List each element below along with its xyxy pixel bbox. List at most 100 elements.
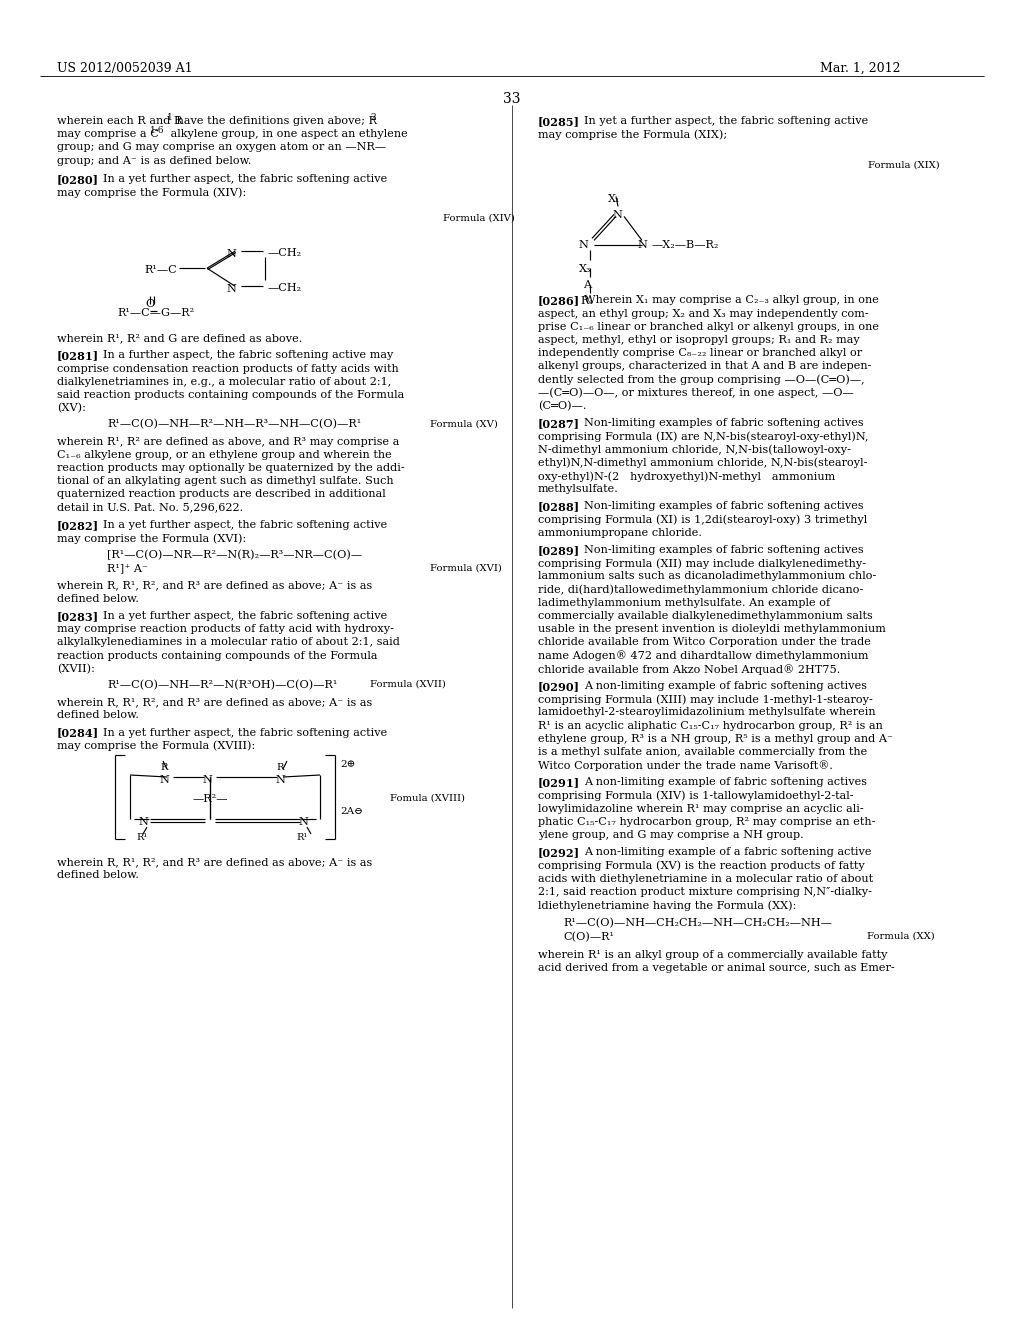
Text: comprising Formula (XV) is the reaction products of fatty: comprising Formula (XV) is the reaction … [538,861,864,871]
Text: C(O)—R¹: C(O)—R¹ [563,932,614,942]
Text: comprise condensation reaction products of fatty acids with: comprise condensation reaction products … [57,363,398,374]
Text: —R²—: —R²— [193,795,227,804]
Text: R¹ is an acyclic aliphatic C₁₅-C₁₇ hydrocarbon group, R² is an: R¹ is an acyclic aliphatic C₁₅-C₁₇ hydro… [538,721,883,730]
Text: In a further aspect, the fabric softening active may: In a further aspect, the fabric softenin… [103,350,393,360]
Text: alkylene group, in one aspect an ethylene: alkylene group, in one aspect an ethylen… [167,129,408,139]
Text: dently selected from the group comprising —O—(C═O)—,: dently selected from the group comprisin… [538,375,864,385]
Text: lowylimidazoline wherein R¹ may comprise an acyclic ali-: lowylimidazoline wherein R¹ may comprise… [538,804,863,814]
Text: dialkylenetriamines in, e.g., a molecular ratio of about 2:1,: dialkylenetriamines in, e.g., a molecula… [57,376,391,387]
Text: chloride available from Akzo Nobel Arquad® 2HT75.: chloride available from Akzo Nobel Arqua… [538,664,841,675]
Text: wherein R, R¹, R², and R³ are defined as above; A⁻ is as: wherein R, R¹, R², and R³ are defined as… [57,697,373,708]
Text: N: N [579,240,588,251]
Text: usable in the present invention is dioleyldi methylammonium: usable in the present invention is diole… [538,624,886,634]
Text: lammonium salts such as dicanoladimethylammonium chlo-: lammonium salts such as dicanoladimethyl… [538,572,877,581]
Text: [0287]: [0287] [538,418,580,429]
Text: [0288]: [0288] [538,502,581,512]
Text: In a yet further aspect, the fabric softening active: In a yet further aspect, the fabric soft… [103,174,387,183]
Text: methylsulfate.: methylsulfate. [538,484,618,494]
Text: Mar. 1, 2012: Mar. 1, 2012 [820,62,900,75]
Text: Fomula (XVIII): Fomula (XVIII) [390,795,465,803]
Text: R: R [161,763,168,772]
Text: comprising Formula (XIII) may include 1-methyl-1-stearoy-: comprising Formula (XIII) may include 1-… [538,694,872,705]
Text: X₁: X₁ [608,194,621,205]
Text: 1-6: 1-6 [150,127,165,135]
Text: A non-limiting example of fabric softening actives: A non-limiting example of fabric softeni… [584,681,867,690]
Text: 2:1, said reaction product mixture comprising N,N″-dialky-: 2:1, said reaction product mixture compr… [538,887,871,898]
Text: [0291]: [0291] [538,777,581,788]
Text: may comprise the Formula (XIX);: may comprise the Formula (XIX); [538,129,727,140]
Text: comprising Formula (IX) are N,N-bis(stearoyl-oxy-ethyl)N,: comprising Formula (IX) are N,N-bis(stea… [538,432,868,442]
Text: defined below.: defined below. [57,594,139,603]
Text: N: N [298,817,308,828]
Text: wherein R¹ is an alkyl group of a commercially available fatty: wherein R¹ is an alkyl group of a commer… [538,950,888,960]
Text: comprising Formula (XII) may include dialkylenedimethy-: comprising Formula (XII) may include dia… [538,558,866,569]
Text: [0280]: [0280] [57,174,99,185]
Text: [0286]: [0286] [538,296,581,306]
Text: ldiethylenetriamine having the Formula (XX):: ldiethylenetriamine having the Formula (… [538,900,797,911]
Text: reaction products may optionally be quaternized by the addi-: reaction products may optionally be quat… [57,463,404,473]
Text: Non-limiting examples of fabric softening actives: Non-limiting examples of fabric softenin… [584,502,863,511]
Text: group; and A⁻ is as defined below.: group; and A⁻ is as defined below. [57,156,251,165]
Text: 2⊕: 2⊕ [340,760,355,770]
Text: Formula (XVI): Formula (XVI) [430,564,502,573]
Text: N: N [159,775,169,785]
Text: wherein each R and R: wherein each R and R [57,116,182,125]
Text: defined below.: defined below. [57,870,139,880]
Text: US 2012/0052039 A1: US 2012/0052039 A1 [57,62,193,75]
Text: N: N [637,240,647,251]
Text: R¹: R¹ [136,833,147,842]
Text: [0283]: [0283] [57,611,99,622]
Text: chloride available from Witco Corporation under the trade: chloride available from Witco Corporatio… [538,638,870,647]
Text: wherein R, R¹, R², and R³ are defined as above; A⁻ is as: wherein R, R¹, R², and R³ are defined as… [57,857,373,867]
Text: Formula (XIX): Formula (XIX) [868,161,940,169]
Text: —X₂—B—R₂: —X₂—B—R₂ [651,240,719,251]
Text: O: O [145,300,155,309]
Text: 33: 33 [503,92,521,106]
Text: (XVII):: (XVII): [57,664,95,675]
Text: In a yet further aspect, the fabric softening active: In a yet further aspect, the fabric soft… [103,727,387,738]
Text: N: N [226,249,236,259]
Text: [R¹—C(O)—NR—R²—N(R)₂—R³—NR—C(O)—: [R¹—C(O)—NR—R²—N(R)₂—R³—NR—C(O)— [106,550,362,561]
Text: X₃: X₃ [579,264,591,275]
Text: wherein R¹, R² are defined as above, and R³ may comprise a: wherein R¹, R² are defined as above, and… [57,437,399,446]
Text: commercially available dialkylenedimethylammonium salts: commercially available dialkylenedimethy… [538,611,872,620]
Text: wherein R, R¹, R², and R³ are defined as above; A⁻ is as: wherein R, R¹, R², and R³ are defined as… [57,581,373,590]
Text: N: N [138,817,147,828]
Text: reaction products containing compounds of the Formula: reaction products containing compounds o… [57,651,378,660]
Text: ethyl)N,N-dimethyl ammonium chloride, N,N-bis(stearoyl-: ethyl)N,N-dimethyl ammonium chloride, N,… [538,458,867,469]
Text: A non-limiting example of fabric softening actives: A non-limiting example of fabric softeni… [584,777,867,788]
Text: R¹—C(O)—NH—R²—NH—R³—NH—C(O)—R¹: R¹—C(O)—NH—R²—NH—R³—NH—C(O)—R¹ [106,420,361,430]
Text: R¹—C(O)—NH—R²—N(R³OH)—C(O)—R¹: R¹—C(O)—NH—R²—N(R³OH)—C(O)—R¹ [106,680,337,690]
Text: comprising Formula (XI) is 1,2di(stearoyl-oxy) 3 trimethyl: comprising Formula (XI) is 1,2di(stearoy… [538,515,867,525]
Text: ylene group, and G may comprise a NH group.: ylene group, and G may comprise a NH gro… [538,830,804,841]
Text: R: R [276,763,284,772]
Text: ride, di(hard)tallowedimethylammonium chloride dicano-: ride, di(hard)tallowedimethylammonium ch… [538,585,863,595]
Text: Wherein X₁ may comprise a C₂₋₃ alkyl group, in one: Wherein X₁ may comprise a C₂₋₃ alkyl gro… [584,296,879,305]
Text: In yet a further aspect, the fabric softening active: In yet a further aspect, the fabric soft… [584,116,868,125]
Text: wherein R¹, R² and G are defined as above.: wherein R¹, R² and G are defined as abov… [57,333,302,343]
Text: lamidoethyl-2-stearoylimidazolinium methylsulfate wherein: lamidoethyl-2-stearoylimidazolinium meth… [538,708,876,717]
Text: N: N [612,210,622,220]
Text: —CH₂: —CH₂ [267,284,301,293]
Text: acids with diethylenetriamine in a molecular ratio of about: acids with diethylenetriamine in a molec… [538,874,873,884]
Text: Non-limiting examples of fabric softening actives: Non-limiting examples of fabric softenin… [584,418,863,428]
Text: said reaction products containing compounds of the Formula: said reaction products containing compou… [57,389,404,400]
Text: —(C═O)—O—, or mixtures thereof, in one aspect, —O—: —(C═O)—O—, or mixtures thereof, in one a… [538,388,854,399]
Text: (C═O)—.: (C═O)—. [538,401,587,412]
Text: Non-limiting examples of fabric softening actives: Non-limiting examples of fabric softenin… [584,545,863,554]
Text: (XV):: (XV): [57,403,86,413]
Text: ethylene group, R³ is a NH group, R⁵ is a methyl group and A⁻: ethylene group, R³ is a NH group, R⁵ is … [538,734,893,743]
Text: comprising Formula (XIV) is 1-tallowylamidoethyl-2-tal-: comprising Formula (XIV) is 1-tallowylam… [538,791,853,801]
Text: In a yet further aspect, the fabric softening active: In a yet further aspect, the fabric soft… [103,520,387,529]
Text: Formula (XIV): Formula (XIV) [443,214,515,222]
Text: aspect, methyl, ethyl or isopropyl groups; R₁ and R₂ may: aspect, methyl, ethyl or isopropyl group… [538,335,860,345]
Text: aspect, an ethyl group; X₂ and X₃ may independently com-: aspect, an ethyl group; X₂ and X₃ may in… [538,309,868,318]
Text: name Adogen® 472 and dihardtallow dimethylammonium: name Adogen® 472 and dihardtallow dimeth… [538,651,868,661]
Text: C₁₋₆ alkylene group, or an ethylene group and wherein the: C₁₋₆ alkylene group, or an ethylene grou… [57,450,392,459]
Text: may comprise the Formula (XVIII):: may comprise the Formula (XVIII): [57,741,255,751]
Text: ammoniumpropane chloride.: ammoniumpropane chloride. [538,528,701,537]
Text: alkylalkylenediamines in a molecular ratio of about 2:1, said: alkylalkylenediamines in a molecular rat… [57,638,400,647]
Text: Formula (XVII): Formula (XVII) [370,680,445,689]
Text: R¹]⁺ A⁻: R¹]⁺ A⁻ [106,564,148,573]
Text: group; and G may comprise an oxygen atom or an —NR—: group; and G may comprise an oxygen atom… [57,143,386,152]
